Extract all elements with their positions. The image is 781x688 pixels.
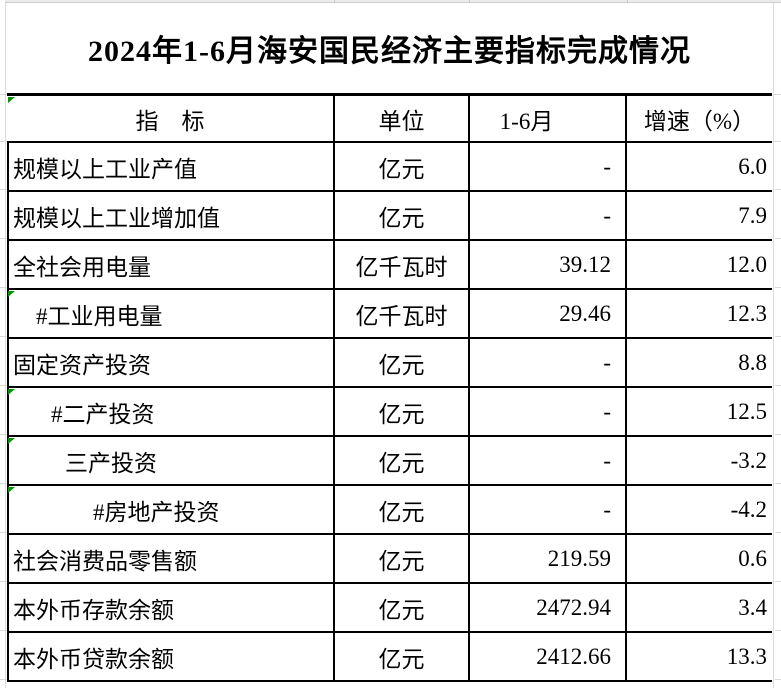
growth-cell[interactable]: 7.9 xyxy=(738,202,767,228)
header-cell-period[interactable]: 1-6月 xyxy=(470,96,627,141)
table-left-border xyxy=(7,143,9,682)
unit-cell[interactable]: 亿元 xyxy=(335,535,470,582)
growth-cell[interactable]: 8.8 xyxy=(738,349,767,375)
unit-cell[interactable]: 亿元 xyxy=(335,437,470,484)
growth-cell[interactable]: 13.3 xyxy=(726,643,767,669)
cell-error-indicator-icon xyxy=(8,438,15,444)
indicator-cell[interactable]: #房地产投资 xyxy=(7,486,335,533)
growth-cell[interactable]: -3.2 xyxy=(730,447,767,473)
unit-cell[interactable]: 亿元 xyxy=(335,143,470,190)
table-row: #房地产投资 亿元 - -4.2 xyxy=(7,486,772,535)
indicators-table: 指 标 单位 1-6月 增速（%） 规模以上工业产值 亿元 - 6.0 规模以上… xyxy=(7,93,772,682)
header-cell-unit[interactable]: 单位 xyxy=(335,96,470,141)
sheet-gridline-top xyxy=(5,0,781,3)
unit-cell[interactable]: 亿元 xyxy=(335,584,470,631)
value-cell[interactable]: 39.12 xyxy=(470,241,627,288)
table-row: 三产投资 亿元 - -3.2 xyxy=(7,437,772,486)
cell-error-indicator-icon xyxy=(8,291,15,297)
sheet-gridline-stub xyxy=(774,94,781,95)
unit-cell[interactable]: 亿千瓦时 xyxy=(335,241,470,288)
value-cell[interactable]: - xyxy=(470,486,627,533)
indicator-cell[interactable]: 规模以上工业增加值 xyxy=(7,192,335,239)
growth-cell[interactable]: 12.0 xyxy=(726,251,767,277)
header-cell-growth[interactable]: 增速（%） xyxy=(643,108,756,134)
value-cell[interactable]: - xyxy=(470,339,627,386)
unit-cell[interactable]: 亿元 xyxy=(335,192,470,239)
table-row: #二产投资 亿元 - 12.5 xyxy=(7,388,772,437)
table-row: 规模以上工业产值 亿元 - 6.0 xyxy=(7,143,772,192)
value-cell[interactable]: 219.59 xyxy=(470,535,627,582)
header-cell-indicator[interactable]: 指 标 xyxy=(7,96,335,141)
unit-cell[interactable]: 亿元 xyxy=(335,388,470,435)
unit-cell[interactable]: 亿元 xyxy=(335,339,470,386)
indicator-cell[interactable]: #二产投资 xyxy=(7,388,335,435)
page-title[interactable]: 2024年1-6月海安国民经济主要指标完成情况 xyxy=(88,34,691,68)
table-row: 固定资产投资 亿元 - 8.8 xyxy=(7,339,772,388)
value-cell[interactable]: - xyxy=(470,192,627,239)
growth-cell[interactable]: 0.6 xyxy=(738,545,767,571)
sheet-gridline-stub xyxy=(469,0,470,3)
table-row: 本外币存款余额 亿元 2472.94 3.4 xyxy=(7,584,772,633)
sheet-gridline-row-marks-right xyxy=(775,141,781,682)
growth-cell[interactable]: 12.5 xyxy=(726,398,767,424)
table-row: 社会消费品零售额 亿元 219.59 0.6 xyxy=(7,535,772,584)
table-row: #工业用电量 亿千瓦时 29.46 12.3 xyxy=(7,290,772,339)
growth-cell[interactable]: 3.4 xyxy=(738,594,767,620)
indicator-cell[interactable]: 本外币存款余额 xyxy=(7,584,335,631)
unit-cell[interactable]: 亿元 xyxy=(335,486,470,533)
indicator-cell[interactable]: 全社会用电量 xyxy=(7,241,335,288)
sheet-gridline-stub xyxy=(0,94,7,95)
indicator-cell[interactable]: 规模以上工业产值 xyxy=(7,143,335,190)
unit-cell[interactable]: 亿千瓦时 xyxy=(335,290,470,337)
value-cell[interactable]: - xyxy=(470,388,627,435)
growth-cell[interactable]: -4.2 xyxy=(730,496,767,522)
indicator-cell[interactable]: 固定资产投资 xyxy=(7,339,335,386)
growth-cell[interactable]: 6.0 xyxy=(738,153,767,179)
value-cell[interactable]: 29.46 xyxy=(470,290,627,337)
sheet-gridline-row-marks-left xyxy=(0,141,7,682)
table-row: 全社会用电量 亿千瓦时 39.12 12.0 xyxy=(7,241,772,290)
cell-error-indicator-icon xyxy=(8,389,15,395)
sheet-gridline-stub xyxy=(334,0,335,3)
indicator-cell[interactable]: 本外币贷款余额 xyxy=(7,633,335,680)
sheet-gridline-vertical-right xyxy=(773,0,774,688)
indicator-cell[interactable]: 社会消费品零售额 xyxy=(7,535,335,582)
value-cell[interactable]: - xyxy=(470,437,627,484)
unit-cell[interactable]: 亿元 xyxy=(335,633,470,680)
cell-error-indicator-icon xyxy=(8,487,15,493)
indicator-cell[interactable]: 三产投资 xyxy=(7,437,335,484)
value-cell[interactable]: - xyxy=(470,143,627,190)
table-row: 规模以上工业增加值 亿元 - 7.9 xyxy=(7,192,772,241)
header-row: 指 标 单位 1-6月 增速（%） xyxy=(7,96,772,143)
indicator-cell[interactable]: #工业用电量 xyxy=(7,290,335,337)
value-cell[interactable]: 2472.94 xyxy=(470,584,627,631)
cell-error-indicator-icon xyxy=(8,97,15,103)
table-row: 本外币贷款余额 亿元 2412.66 13.3 xyxy=(7,633,772,682)
table-top-border xyxy=(7,93,772,96)
value-cell[interactable]: 2412.66 xyxy=(470,633,627,680)
sheet-gridline-stub xyxy=(627,0,628,3)
growth-cell[interactable]: 12.3 xyxy=(726,300,767,326)
